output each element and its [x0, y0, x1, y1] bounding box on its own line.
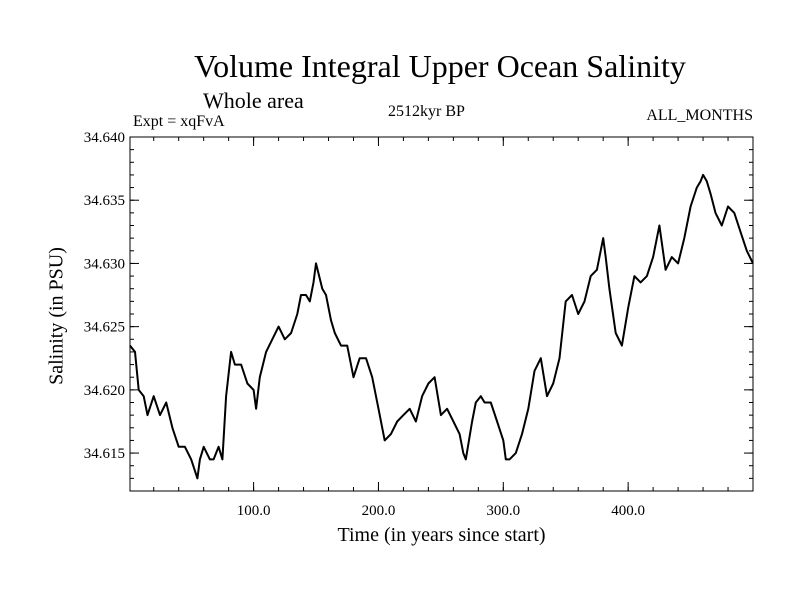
x-tick-label: 200.0 — [362, 503, 396, 519]
months-label: ALL_MONTHS — [646, 107, 753, 124]
chart-title: Volume Integral Upper Ocean Salinity — [194, 48, 686, 84]
salinity-series-line — [129, 173, 754, 480]
y-tick-label: 34.625 — [84, 320, 125, 336]
chart-subtitle: Whole area — [203, 88, 304, 113]
x-tick-label: 400.0 — [611, 503, 645, 519]
experiment-label: Expt = xqFvA — [133, 113, 225, 130]
x-axis-label: Time (in years since start) — [337, 524, 546, 546]
tick-labels: 100.0 200.0 300.0 400.0 34.615 34.620 34.625 34… — [84, 130, 645, 519]
x-tick-label: 300.0 — [486, 503, 520, 519]
axis-ticks — [130, 136, 753, 491]
period-label: 2512kyr BP — [388, 103, 465, 120]
y-tick-label: 34.635 — [84, 193, 125, 209]
y-tick-label: 34.630 — [84, 256, 125, 272]
y-tick-label: 34.620 — [84, 383, 125, 399]
y-tick-label: 34.640 — [84, 130, 125, 146]
x-tick-label: 100.0 — [237, 503, 271, 519]
y-tick-label: 34.615 — [84, 446, 125, 462]
